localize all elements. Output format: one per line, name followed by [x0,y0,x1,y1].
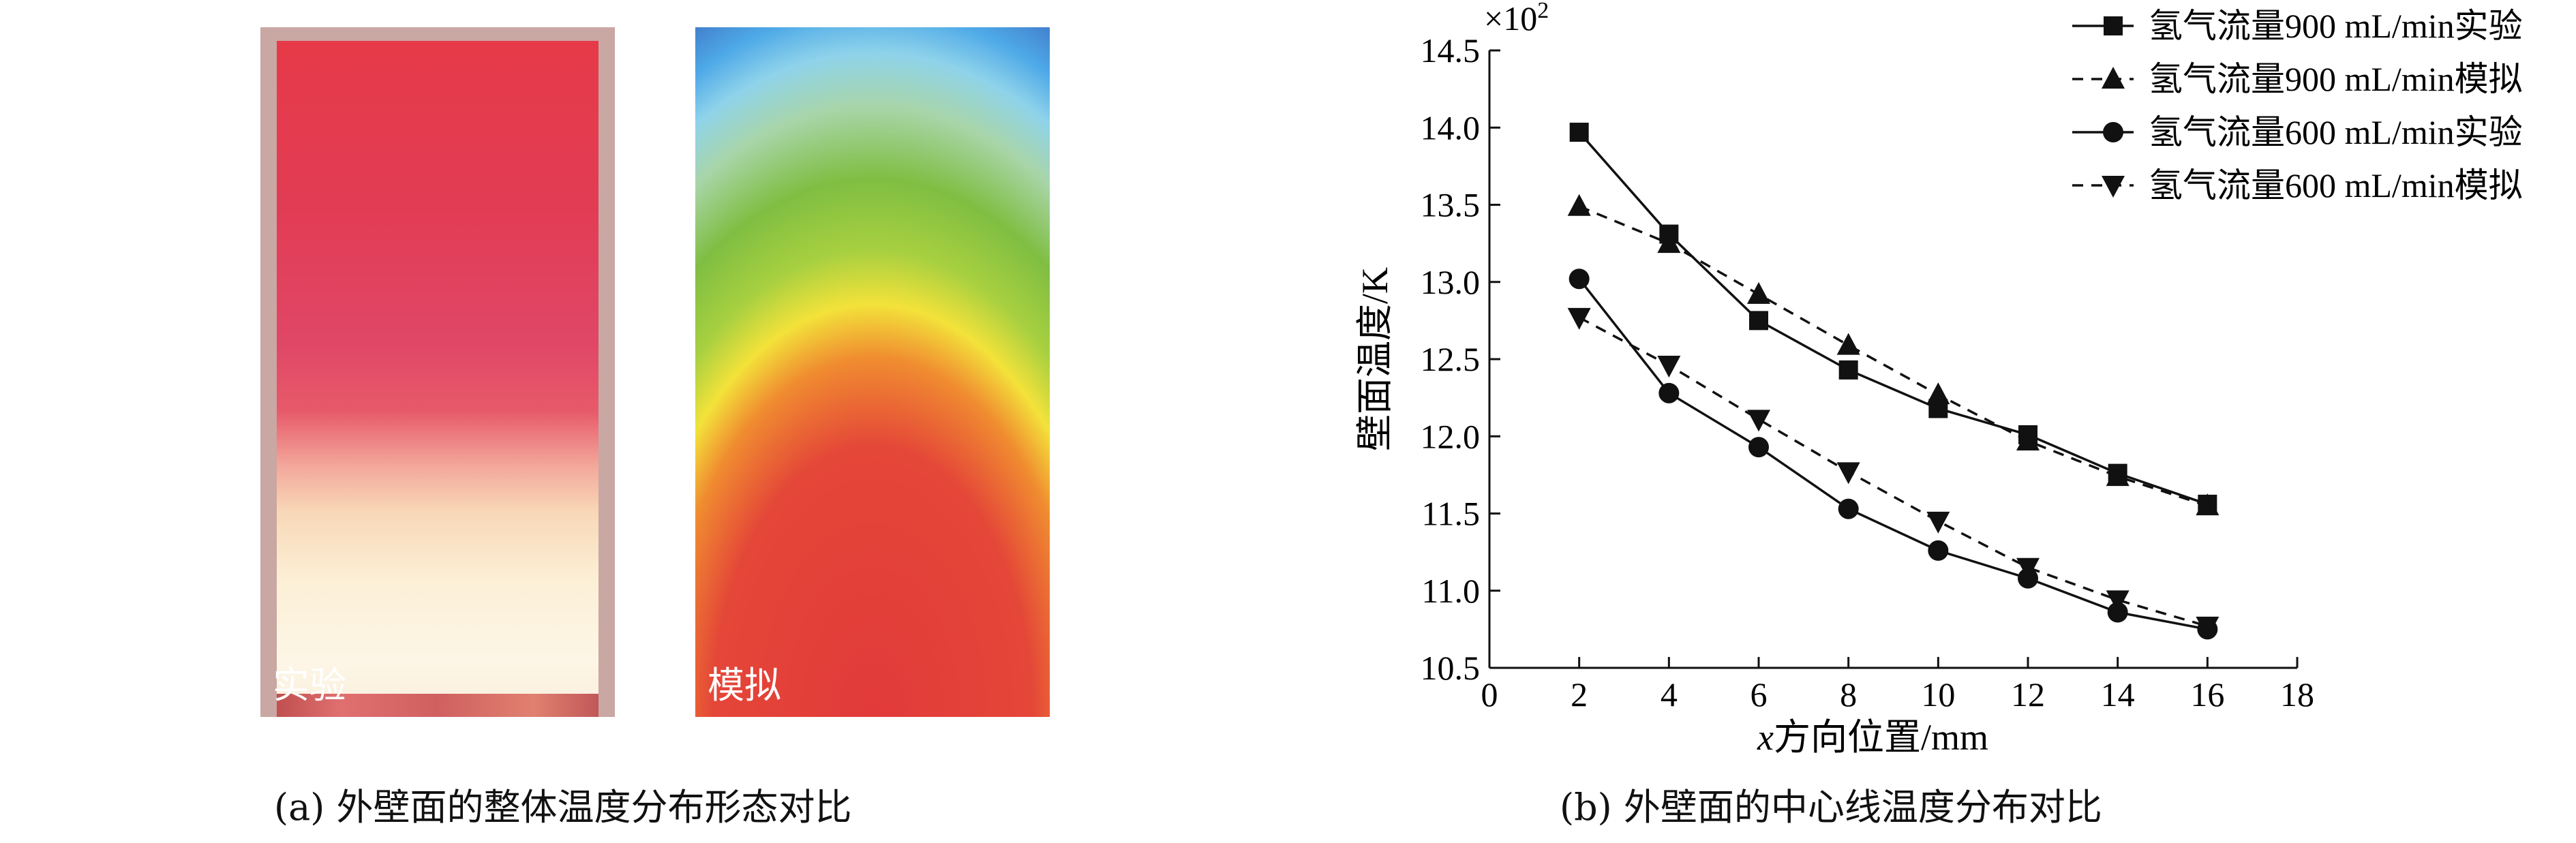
x-tick-label: 4 [1661,675,1678,714]
caption-a: (a) 外壁面的整体温度分布形态对比 [274,786,852,829]
x-tick-label: 12 [2011,675,2045,714]
legend-entry-4: 氢气流量600 mL/min模拟 [2072,166,2523,204]
y-tick-label: 12.0 [1421,417,1481,455]
x-axis-title-rest: 方向位置/mm [1774,717,1988,758]
x-tick-label: 10 [1921,675,1955,714]
x-axis-title: x方向位置/mm [1757,717,1988,758]
simulation-label: 模拟 [708,664,781,707]
y-tick-label: 13.0 [1421,263,1481,301]
x-tick-label: 0 [1481,675,1498,714]
data-point [1928,540,1949,561]
legend-label: 氢气流量600 mL/min实验 [2149,113,2523,151]
data-point [2107,602,2128,623]
simulation-thermal-image: 模拟 [695,27,1050,717]
y-tick-label: 13.5 [1421,186,1481,224]
legend-entry-1: 氢气流量900 mL/min实验 [2072,7,2523,45]
legend-marker [2103,122,2123,142]
chart-axes: 0 2 4 6 8 10 12 14 16 18 10.5 11.0 11.5 12.0 12.5 13.0 1… [1421,31,2315,714]
data-point [1569,123,1589,142]
data-point [1658,382,1680,403]
y-tick-label: 14.5 [1421,31,1481,70]
data-point [2196,616,2219,639]
series-line [1578,131,2208,506]
legend-marker [2104,16,2123,35]
y-tick-label: 10.5 [1421,649,1481,687]
x-tick-label: 2 [1571,675,1588,714]
data-point [1749,311,1768,331]
legend-marker [2102,67,2125,89]
data-point [1567,194,1591,216]
data-point [1747,281,1770,304]
caption-b: (b) 外壁面的中心线温度分布对比 [1560,786,2102,829]
y-tick-label: 11.0 [1421,572,1480,610]
legend-entry-3: 氢气流量600 mL/min实验 [2072,113,2523,151]
series-4 [1567,307,2219,639]
chart-series [1567,123,2219,640]
experiment-image-body [277,41,598,714]
data-point [2016,429,2040,451]
series-3 [1569,269,2218,640]
data-point [1747,410,1770,432]
x-tick-label: 18 [2280,675,2314,714]
data-point [1926,382,1950,405]
data-point [1657,231,1681,254]
legend-label: 氢气流量900 mL/min模拟 [2149,60,2523,98]
x-tick-label: 8 [1840,675,1857,714]
y-tick-label: 12.5 [1421,340,1481,378]
data-point [1657,356,1681,378]
x-tick-label: 6 [1751,675,1768,714]
series-1 [1569,123,2217,514]
data-point [2106,464,2130,487]
x-axis-title-italic: x [1757,717,1774,758]
legend-label: 氢气流量600 mL/min模拟 [2149,166,2523,204]
data-point [1748,437,1769,458]
y-multiplier-base: ×10 [1484,0,1537,37]
data-point [1926,511,1950,534]
experiment-label: 实验 [273,664,346,707]
data-point [1838,360,1858,380]
data-point [1567,307,1591,330]
data-point [2106,590,2130,613]
experiment-image-bottom-edge [277,694,598,717]
data-point [1838,498,1859,519]
data-point [2016,557,2040,580]
x-tick-label: 14 [2101,675,2135,714]
series-line [1578,316,2208,628]
y-multiplier: ×102 [1484,0,1549,37]
series-line [1578,278,2208,631]
legend-label: 氢气流量900 mL/min实验 [2149,7,2523,45]
data-point [1836,333,1860,355]
data-point [1569,269,1590,290]
experiment-thermal-image: 实验 [260,27,615,717]
legend-entry-2: 氢气流量900 mL/min模拟 [2072,60,2523,98]
data-point [1836,462,1860,485]
series-2 [1567,194,2219,516]
line-chart: 0 2 4 6 8 10 12 14 16 18 10.5 11.0 11.5 12.0 12.5 13.0 1… [1354,0,2523,758]
y-tick-label: 14.0 [1421,108,1481,147]
x-tick-label: 16 [2190,675,2224,714]
legend-marker [2102,176,2125,198]
y-multiplier-exp: 2 [1537,0,1549,23]
data-point [2196,493,2219,516]
y-axis-title: 壁面温度/K [1354,267,1395,451]
y-tick-label: 11.5 [1421,495,1480,533]
